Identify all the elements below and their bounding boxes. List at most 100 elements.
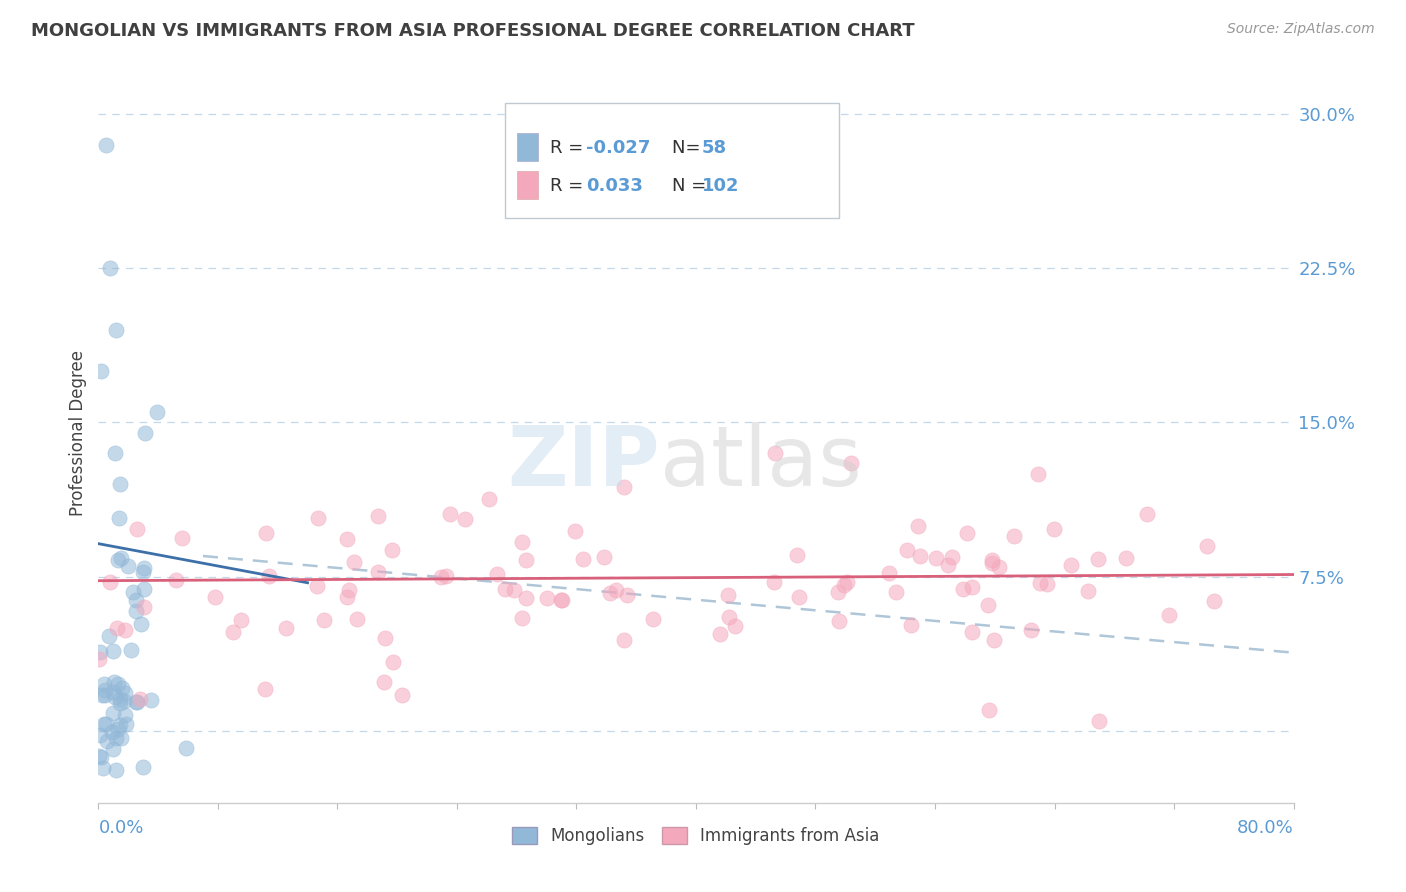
Point: [111, 681, 134, 696]
Point: [1115, 550, 1137, 565]
Point: [439, 507, 461, 521]
Point: [983, 632, 1005, 647]
Point: [980, 552, 1002, 566]
Point: [94, 688, 117, 702]
Point: [93, 677, 115, 691]
Point: [960, 581, 983, 595]
Point: [96, 716, 118, 731]
Point: [104, 446, 127, 460]
Point: [101, 685, 124, 699]
Point: [884, 585, 907, 599]
Point: [132, 561, 155, 575]
Point: [89, 644, 111, 658]
Point: [960, 624, 983, 639]
Point: [454, 512, 477, 526]
Point: [146, 405, 169, 419]
Point: [641, 612, 664, 626]
Point: [139, 692, 162, 706]
Point: [952, 582, 974, 597]
Point: [132, 759, 155, 773]
Point: [105, 621, 128, 635]
Point: [828, 614, 851, 628]
Point: [924, 550, 946, 565]
Text: 80.0%: 80.0%: [1237, 819, 1294, 838]
Point: [907, 519, 929, 533]
Point: [108, 477, 131, 491]
Point: [503, 583, 526, 598]
Point: [381, 543, 404, 558]
Point: [787, 590, 810, 604]
Point: [204, 590, 226, 604]
Point: [125, 522, 148, 536]
Point: [114, 708, 136, 723]
Point: [367, 565, 389, 579]
Point: [1026, 467, 1049, 481]
Point: [616, 588, 638, 602]
Point: [132, 582, 155, 596]
Point: [381, 655, 404, 669]
Point: [832, 578, 855, 592]
Point: [222, 625, 245, 640]
Point: [94, 137, 117, 152]
Text: 58: 58: [702, 138, 727, 157]
Point: [254, 682, 277, 697]
Point: [1159, 608, 1181, 623]
Point: [1019, 624, 1042, 638]
Point: [112, 693, 135, 707]
Point: [724, 619, 747, 633]
Point: [98, 574, 121, 589]
Point: [900, 617, 922, 632]
Bar: [517, 171, 538, 200]
Point: [1195, 539, 1218, 553]
Text: atlas: atlas: [661, 422, 862, 503]
Point: [613, 632, 636, 647]
Point: [104, 690, 127, 704]
Point: [336, 591, 359, 605]
Point: [373, 674, 395, 689]
Text: ZIP: ZIP: [508, 422, 661, 503]
Point: [1077, 584, 1099, 599]
Point: [105, 323, 128, 337]
Point: [94, 682, 117, 697]
Text: 0.033: 0.033: [586, 178, 643, 195]
Y-axis label: Professional Degree: Professional Degree: [69, 350, 87, 516]
Point: [125, 695, 148, 709]
Point: [485, 567, 508, 582]
Point: [105, 763, 128, 777]
Text: N =: N =: [672, 178, 711, 195]
Point: [132, 565, 155, 579]
Point: [987, 560, 1010, 574]
Point: [717, 610, 740, 624]
Point: [605, 582, 627, 597]
Legend: Mongolians, Immigrants from Asia: Mongolians, Immigrants from Asia: [505, 819, 887, 854]
Point: [955, 526, 977, 541]
Point: [129, 691, 152, 706]
Point: [103, 742, 125, 756]
Point: [114, 623, 136, 637]
Point: [613, 480, 636, 494]
Point: [536, 591, 558, 606]
Point: [125, 695, 148, 709]
Point: [125, 593, 148, 607]
Point: [89, 748, 111, 763]
Point: [107, 677, 129, 691]
Point: [478, 492, 501, 507]
Point: [512, 535, 534, 549]
Point: [105, 731, 128, 745]
Text: R =: R =: [550, 178, 589, 195]
Point: [977, 598, 1000, 612]
Point: [305, 579, 328, 593]
Point: [1135, 507, 1157, 521]
Point: [274, 621, 297, 635]
Point: [981, 556, 1004, 570]
Point: [117, 559, 139, 574]
Point: [1002, 529, 1025, 543]
Point: [108, 511, 131, 525]
Point: [763, 575, 786, 590]
Point: [572, 552, 595, 566]
Point: [717, 588, 740, 602]
Point: [346, 611, 368, 625]
Point: [786, 548, 808, 562]
Point: [110, 731, 132, 745]
Point: [115, 717, 138, 731]
